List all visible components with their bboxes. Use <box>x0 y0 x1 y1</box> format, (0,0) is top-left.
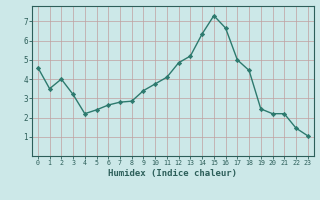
X-axis label: Humidex (Indice chaleur): Humidex (Indice chaleur) <box>108 169 237 178</box>
